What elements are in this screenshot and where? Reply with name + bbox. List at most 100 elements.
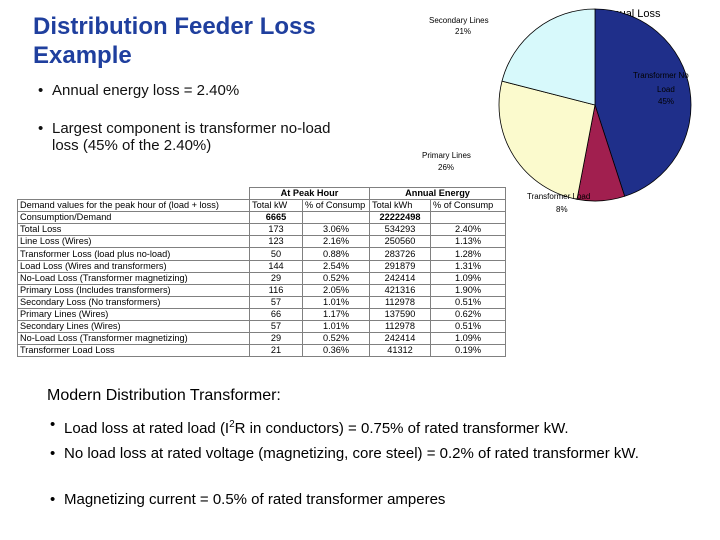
- bullet-dot: •: [50, 416, 56, 433]
- bullet-text-after: R in conductors) = 0.75% of rated transf…: [234, 420, 569, 437]
- row-value-cell: 1.01%: [302, 295, 370, 309]
- row-value-cell: 2.05%: [302, 283, 370, 297]
- table-row: Transformer Load Loss 21 0.36% 41312 0.19%: [17, 344, 506, 358]
- table-row: Secondary Lines (Wires) 57 1.01% 112978 0.51…: [17, 320, 506, 334]
- pie-slices: [498, 8, 692, 202]
- bullet-superscript: 2: [229, 419, 235, 430]
- row-value-cell: 1.09%: [430, 332, 506, 346]
- row-value-cell: 421316: [369, 283, 431, 297]
- row-value-cell: 0.19%: [430, 344, 506, 358]
- row-value-cell: [302, 211, 370, 225]
- row-label-cell: Secondary Loss (No transformers): [17, 295, 250, 309]
- row-value-cell: 1.28%: [430, 247, 506, 261]
- table-row: No-Load Loss (Transformer magnetizing) 29…: [17, 271, 506, 285]
- label-transformer-no-load-name-1: Transformer No: [633, 71, 689, 80]
- label-primary-lines-name: Primary Lines: [422, 151, 471, 160]
- row-value-cell: 22222498: [369, 211, 431, 225]
- row-value-cell: 242414: [369, 271, 431, 285]
- table-row: Total Loss 173 3.06% 534293 2.40%: [17, 223, 506, 237]
- row-value-cell: 534293: [369, 223, 431, 237]
- row-value-cell: 29: [249, 332, 303, 346]
- bullet-dot: •: [50, 445, 56, 462]
- bullet-annual-loss: • Annual energy loss = 2.40%: [38, 82, 382, 99]
- title-line-1: Distribution Feeder Loss: [33, 13, 316, 40]
- row-value-cell: 1.90%: [430, 283, 506, 297]
- row-value-cell: 112978: [369, 320, 431, 334]
- col-header-pct-consump-annual: % of Consump: [430, 199, 506, 213]
- label-transformer-no-load-name-2: Load: [657, 85, 675, 94]
- row-value-cell: 66: [249, 307, 303, 322]
- row-value-cell: 144: [249, 259, 303, 273]
- table-row: Load Loss (Wires and transformers) 144 2.5…: [17, 259, 506, 273]
- row-value-cell: 50: [249, 247, 303, 261]
- table-row: Consumption/Demand 6665 22222498: [17, 211, 506, 225]
- row-value-cell: 1.09%: [430, 271, 506, 285]
- label-secondary-lines-name: Secondary Lines: [429, 16, 489, 25]
- row-value-cell: 29: [249, 271, 303, 285]
- row-value-cell: 1.31%: [430, 259, 506, 273]
- row-value-cell: 2.40%: [430, 223, 506, 237]
- row-value-cell: 137590: [369, 307, 431, 322]
- row-value-cell: 123: [249, 235, 303, 249]
- col-header-total-kw: Total kW: [249, 199, 303, 213]
- table-row: Secondary Loss (No transformers) 57 1.01% 1…: [17, 295, 506, 309]
- row-value-cell: 0.62%: [430, 307, 506, 322]
- bullet-load-loss: • Load loss at rated load (I2R in conduc…: [50, 415, 664, 438]
- table-header-row: Demand values for the peak hour of (load…: [17, 199, 506, 213]
- table-row: Transformer Loss (load plus no-load) 50 0.…: [17, 247, 506, 261]
- row-value-cell: 0.52%: [302, 271, 370, 285]
- bullet-text-before: Load loss at rated load (I: [64, 420, 230, 437]
- table-corner: [18, 188, 250, 200]
- row-value-cell: 291879: [369, 259, 431, 273]
- row-label-cell: Primary Lines (Wires): [17, 307, 250, 322]
- col-header-pct-consump-peak: % of Consump: [302, 199, 370, 213]
- table-group-header-row: At Peak Hour Annual Energy: [18, 186, 506, 201]
- col-header-total-kwh: Total kWh: [369, 199, 431, 213]
- label-transformer-load-name: Transformer Load: [527, 192, 590, 201]
- row-value-cell: 0.36%: [302, 344, 370, 358]
- row-value-cell: 283726: [369, 247, 431, 261]
- bullet-text: Magnetizing current = 0.5% of rated tran…: [64, 491, 446, 508]
- bullet-text: No load loss at rated voltage (magnetizi…: [64, 445, 639, 462]
- row-value-cell: 116: [249, 283, 303, 297]
- row-label-cell: Transformer Load Loss: [17, 344, 250, 358]
- label-primary-lines-pct: 26%: [438, 163, 454, 172]
- table-row: Primary Lines (Wires) 66 1.17% 137590 0.62%: [17, 307, 506, 322]
- row-value-cell: 0.51%: [430, 295, 506, 309]
- row-value-cell: 1.17%: [302, 307, 370, 322]
- row-value-cell: 21: [249, 344, 303, 358]
- section-title: Modern Distribution Transformer:: [47, 387, 281, 404]
- row-value-cell: 41312: [369, 344, 431, 358]
- row-value-cell: 0.52%: [302, 332, 370, 346]
- row-label-cell: Total Loss: [17, 223, 250, 237]
- pie-slice-transformer-no-load: [594, 8, 692, 197]
- bullet-dot: •: [38, 82, 44, 99]
- row-label-cell: Consumption/Demand: [17, 211, 250, 225]
- row-value-cell: 250560: [369, 235, 431, 249]
- table-row: Primary Loss (Includes transformers) 116 2…: [17, 283, 506, 297]
- row-value-cell: 2.54%: [302, 259, 370, 273]
- row-label-cell: Load Loss (Wires and transformers): [17, 259, 250, 273]
- table-body: Consumption/Demand 6665 22222498 Total Loss…: [17, 211, 506, 358]
- title-line-2: Example: [33, 42, 132, 69]
- row-label-cell: Primary Loss (Includes transformers): [17, 283, 250, 297]
- group-header-peak: At Peak Hour: [249, 186, 370, 201]
- row-value-cell: 173: [249, 223, 303, 237]
- label-transformer-load-pct: 8%: [556, 205, 568, 214]
- bullet-magnetizing-current: • Magnetizing current = 0.5% of rated tr…: [50, 490, 664, 509]
- group-header-annual: Annual Energy: [369, 186, 506, 201]
- row-value-cell: 0.88%: [302, 247, 370, 261]
- row-value-cell: 1.01%: [302, 320, 370, 334]
- bullet-largest-component: • Largest component is transformer no-lo…: [38, 120, 352, 154]
- row-value-cell: [430, 211, 506, 225]
- pie-slice-secondary-lines: [501, 8, 596, 106]
- pie-slice-primary-lines: [498, 80, 596, 200]
- col-header-description: Demand values for the peak hour of (load…: [17, 199, 250, 213]
- table-row: No-Load Loss (Transformer magnetizing) 29…: [17, 332, 506, 346]
- bullet-text: Largest component is transformer no-load…: [52, 120, 331, 154]
- row-label-cell: No-Load Loss (Transformer magnetizing): [17, 271, 250, 285]
- row-label-cell: No-Load Loss (Transformer magnetizing): [17, 332, 250, 346]
- row-label-cell: Secondary Lines (Wires): [17, 320, 250, 334]
- row-value-cell: 57: [249, 320, 303, 334]
- feeder-loss-table: At Peak Hour Annual Energy Demand values…: [17, 186, 506, 358]
